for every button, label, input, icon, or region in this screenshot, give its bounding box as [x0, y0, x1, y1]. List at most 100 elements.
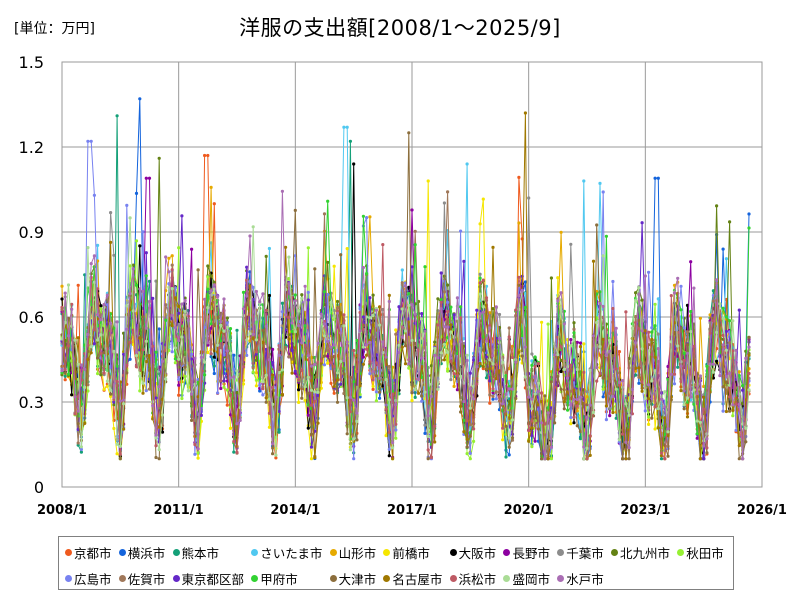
- data-point: [332, 391, 336, 395]
- y-tick-label: 0.9: [19, 223, 44, 242]
- data-point: [611, 410, 615, 415]
- data-point: [637, 366, 641, 370]
- data-point: [206, 264, 210, 268]
- data-point: [271, 452, 275, 456]
- data-point: [643, 396, 647, 401]
- data-point: [475, 365, 479, 369]
- data-point: [510, 418, 515, 422]
- data-point: [241, 307, 246, 311]
- data-point: [685, 396, 690, 400]
- data-point: [306, 298, 310, 302]
- data-point: [630, 326, 635, 330]
- legend-item: 長野市: [503, 541, 555, 563]
- data-point: [410, 338, 414, 342]
- data-point: [510, 436, 515, 440]
- data-point: [290, 371, 294, 375]
- data-point: [134, 283, 139, 287]
- data-point: [549, 445, 554, 449]
- data-point: [261, 328, 265, 332]
- data-point: [254, 289, 258, 294]
- data-point: [637, 381, 641, 385]
- data-point: [209, 352, 213, 356]
- data-point: [316, 421, 320, 425]
- data-point: [371, 384, 375, 388]
- data-point: [245, 338, 249, 342]
- data-point: [653, 355, 657, 359]
- data-point: [484, 376, 489, 380]
- data-point: [672, 372, 677, 376]
- data-point: [468, 371, 472, 375]
- data-point: [410, 303, 414, 307]
- data-point: [384, 355, 388, 359]
- data-point: [446, 369, 450, 373]
- data-point: [734, 402, 738, 406]
- data-point: [177, 377, 181, 382]
- data-point: [520, 288, 524, 292]
- data-point: [332, 264, 336, 268]
- data-point: [543, 457, 547, 461]
- data-point: [582, 179, 586, 183]
- data-point: [676, 365, 680, 369]
- data-point: [569, 344, 573, 348]
- data-point: [309, 457, 314, 461]
- data-point: [741, 384, 745, 388]
- data-point: [494, 363, 498, 367]
- data-point: [650, 337, 654, 341]
- data-point: [180, 362, 184, 366]
- data-point: [368, 340, 372, 344]
- data-point: [449, 378, 453, 382]
- data-point: [290, 329, 294, 334]
- data-point: [66, 372, 71, 376]
- legend-marker: [503, 574, 511, 582]
- data-point: [685, 415, 690, 419]
- data-point: [747, 226, 751, 230]
- unit-label: [単位：万円]: [14, 21, 95, 37]
- data-point: [724, 348, 729, 352]
- data-point: [695, 432, 699, 436]
- data-point: [76, 409, 80, 413]
- data-point: [118, 444, 122, 448]
- data-point: [196, 451, 200, 455]
- data-point: [507, 445, 511, 449]
- data-point: [128, 291, 132, 296]
- data-point: [705, 437, 709, 441]
- data-point: [472, 397, 476, 401]
- data-point: [634, 315, 638, 319]
- data-point: [553, 353, 557, 357]
- data-point: [303, 398, 307, 402]
- data-point: [245, 353, 249, 357]
- data-point: [423, 423, 427, 427]
- data-point: [426, 414, 430, 418]
- data-point: [329, 381, 333, 385]
- data-point: [96, 243, 100, 247]
- data-point: [423, 390, 427, 394]
- data-point: [533, 392, 537, 396]
- data-point: [436, 323, 440, 327]
- data-point: [378, 396, 382, 400]
- data-point: [138, 287, 142, 291]
- data-point: [352, 398, 356, 402]
- data-point: [267, 293, 271, 298]
- data-point: [737, 457, 741, 461]
- data-point: [245, 294, 249, 298]
- data-point: [731, 319, 735, 323]
- data-point: [122, 402, 126, 406]
- data-point: [164, 318, 168, 322]
- data-point: [669, 294, 673, 298]
- data-point: [640, 298, 644, 302]
- data-point: [96, 312, 100, 317]
- data-point: [361, 327, 365, 331]
- data-point: [685, 330, 690, 334]
- data-point: [614, 367, 618, 371]
- data-point: [747, 353, 751, 357]
- data-point: [640, 329, 644, 333]
- data-point: [264, 400, 268, 404]
- data-point: [112, 349, 116, 353]
- data-point: [530, 419, 534, 423]
- data-point: [598, 371, 602, 375]
- data-point: [540, 457, 544, 461]
- data-point: [643, 409, 647, 413]
- data-point: [650, 379, 654, 383]
- data-point: [212, 371, 216, 376]
- data-point: [186, 318, 190, 322]
